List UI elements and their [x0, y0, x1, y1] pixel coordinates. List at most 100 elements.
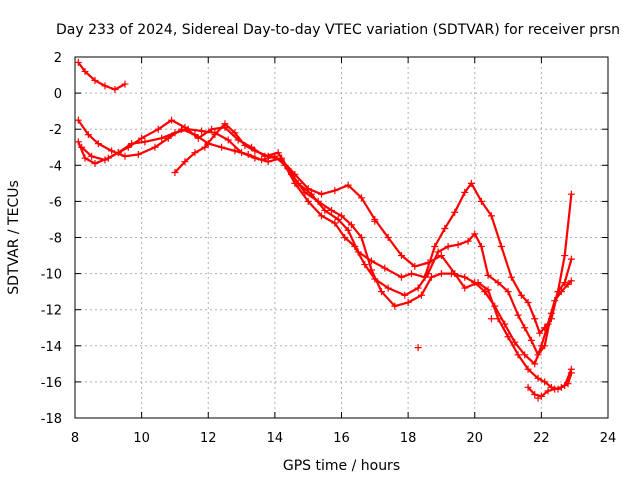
data-point [154, 125, 162, 133]
x-tick-label: 10 [133, 431, 150, 446]
data-point [474, 279, 482, 287]
data-point [504, 333, 512, 341]
chart-title: Day 233 of 2024, Sidereal Day-to-day VTE… [56, 22, 620, 38]
data-point [74, 138, 82, 146]
data-point [567, 255, 575, 263]
data-point [134, 150, 142, 158]
data-point [91, 159, 99, 167]
series-track-c [78, 125, 575, 368]
x-tick-label: 8 [71, 431, 79, 446]
data-point [517, 291, 525, 299]
data-point [384, 234, 392, 241]
data-point [414, 284, 422, 292]
x-tick-label: 14 [267, 431, 284, 446]
data-point [218, 143, 226, 151]
data-point [384, 284, 392, 292]
data-point [534, 394, 542, 402]
data-point [81, 154, 89, 162]
series-line [173, 122, 573, 391]
data-point [534, 374, 542, 382]
data-point [424, 270, 432, 278]
data-point [414, 344, 422, 352]
data-point [158, 134, 166, 142]
data-point [404, 298, 412, 306]
data-point [557, 288, 565, 296]
y-tick-label: 2 [54, 51, 62, 66]
data-point [201, 143, 209, 151]
data-point [338, 212, 345, 220]
data-point [524, 298, 532, 306]
data-point [121, 80, 129, 88]
data-point [251, 154, 259, 162]
data-point [111, 85, 119, 93]
data-point [567, 277, 575, 285]
data-point [344, 181, 352, 189]
data-point [397, 252, 405, 260]
data-point [231, 129, 239, 137]
data-point [371, 217, 379, 225]
data-point [231, 147, 239, 155]
data-point [304, 185, 312, 193]
data-point [521, 324, 529, 332]
x-tick-label: 20 [466, 431, 483, 446]
data-point [454, 241, 462, 249]
data-point [524, 383, 532, 391]
y-tick-label: -14 [41, 340, 62, 355]
data-point [511, 338, 519, 346]
data-point [191, 149, 199, 157]
data-point [278, 156, 286, 164]
data-point [567, 369, 575, 377]
data-point [544, 320, 552, 328]
data-point [88, 152, 96, 160]
data-point [397, 273, 405, 281]
data-point [477, 197, 485, 205]
data-point [181, 158, 189, 166]
data-point [381, 264, 389, 272]
y-tick-label: 0 [54, 87, 62, 102]
data-point [171, 169, 179, 177]
data-point [101, 82, 109, 90]
data-point [451, 208, 459, 216]
data-point [314, 197, 322, 205]
data-point [514, 311, 522, 319]
data-point [334, 215, 342, 223]
y-tick-label: -8 [49, 232, 62, 247]
data-point [114, 149, 122, 157]
data-point [484, 271, 492, 279]
data-point [471, 230, 479, 238]
x-axis-label: GPS time / hours [283, 458, 400, 474]
data-point [74, 58, 82, 66]
data-point [451, 270, 459, 278]
data-point [141, 138, 149, 146]
y-tick-label: -4 [49, 159, 62, 174]
y-tick-label: -10 [41, 268, 62, 283]
data-point [81, 67, 89, 75]
data-point [84, 131, 92, 139]
data-point [357, 194, 365, 202]
data-point [564, 380, 572, 388]
y-tick-label: -16 [41, 376, 62, 391]
data-point [191, 131, 199, 139]
data-point [224, 136, 232, 144]
data-point [444, 243, 452, 251]
data-point [138, 134, 146, 142]
data-point [94, 140, 102, 148]
data-point [504, 288, 512, 296]
data-point [531, 315, 539, 323]
data-point [417, 291, 425, 299]
data-point [514, 351, 522, 359]
data-point [341, 234, 349, 241]
data-point [121, 152, 129, 160]
data-point [541, 378, 549, 386]
y-tick-label: -12 [41, 304, 62, 319]
y-tick-label: -2 [49, 123, 62, 138]
data-point [467, 179, 475, 187]
data-point [328, 206, 336, 214]
series-track-d [171, 120, 575, 393]
series-line [77, 61, 127, 91]
data-point [401, 291, 409, 299]
data-point [524, 365, 532, 373]
data-point [318, 212, 326, 220]
data-point [494, 315, 502, 323]
data-point [367, 266, 375, 274]
